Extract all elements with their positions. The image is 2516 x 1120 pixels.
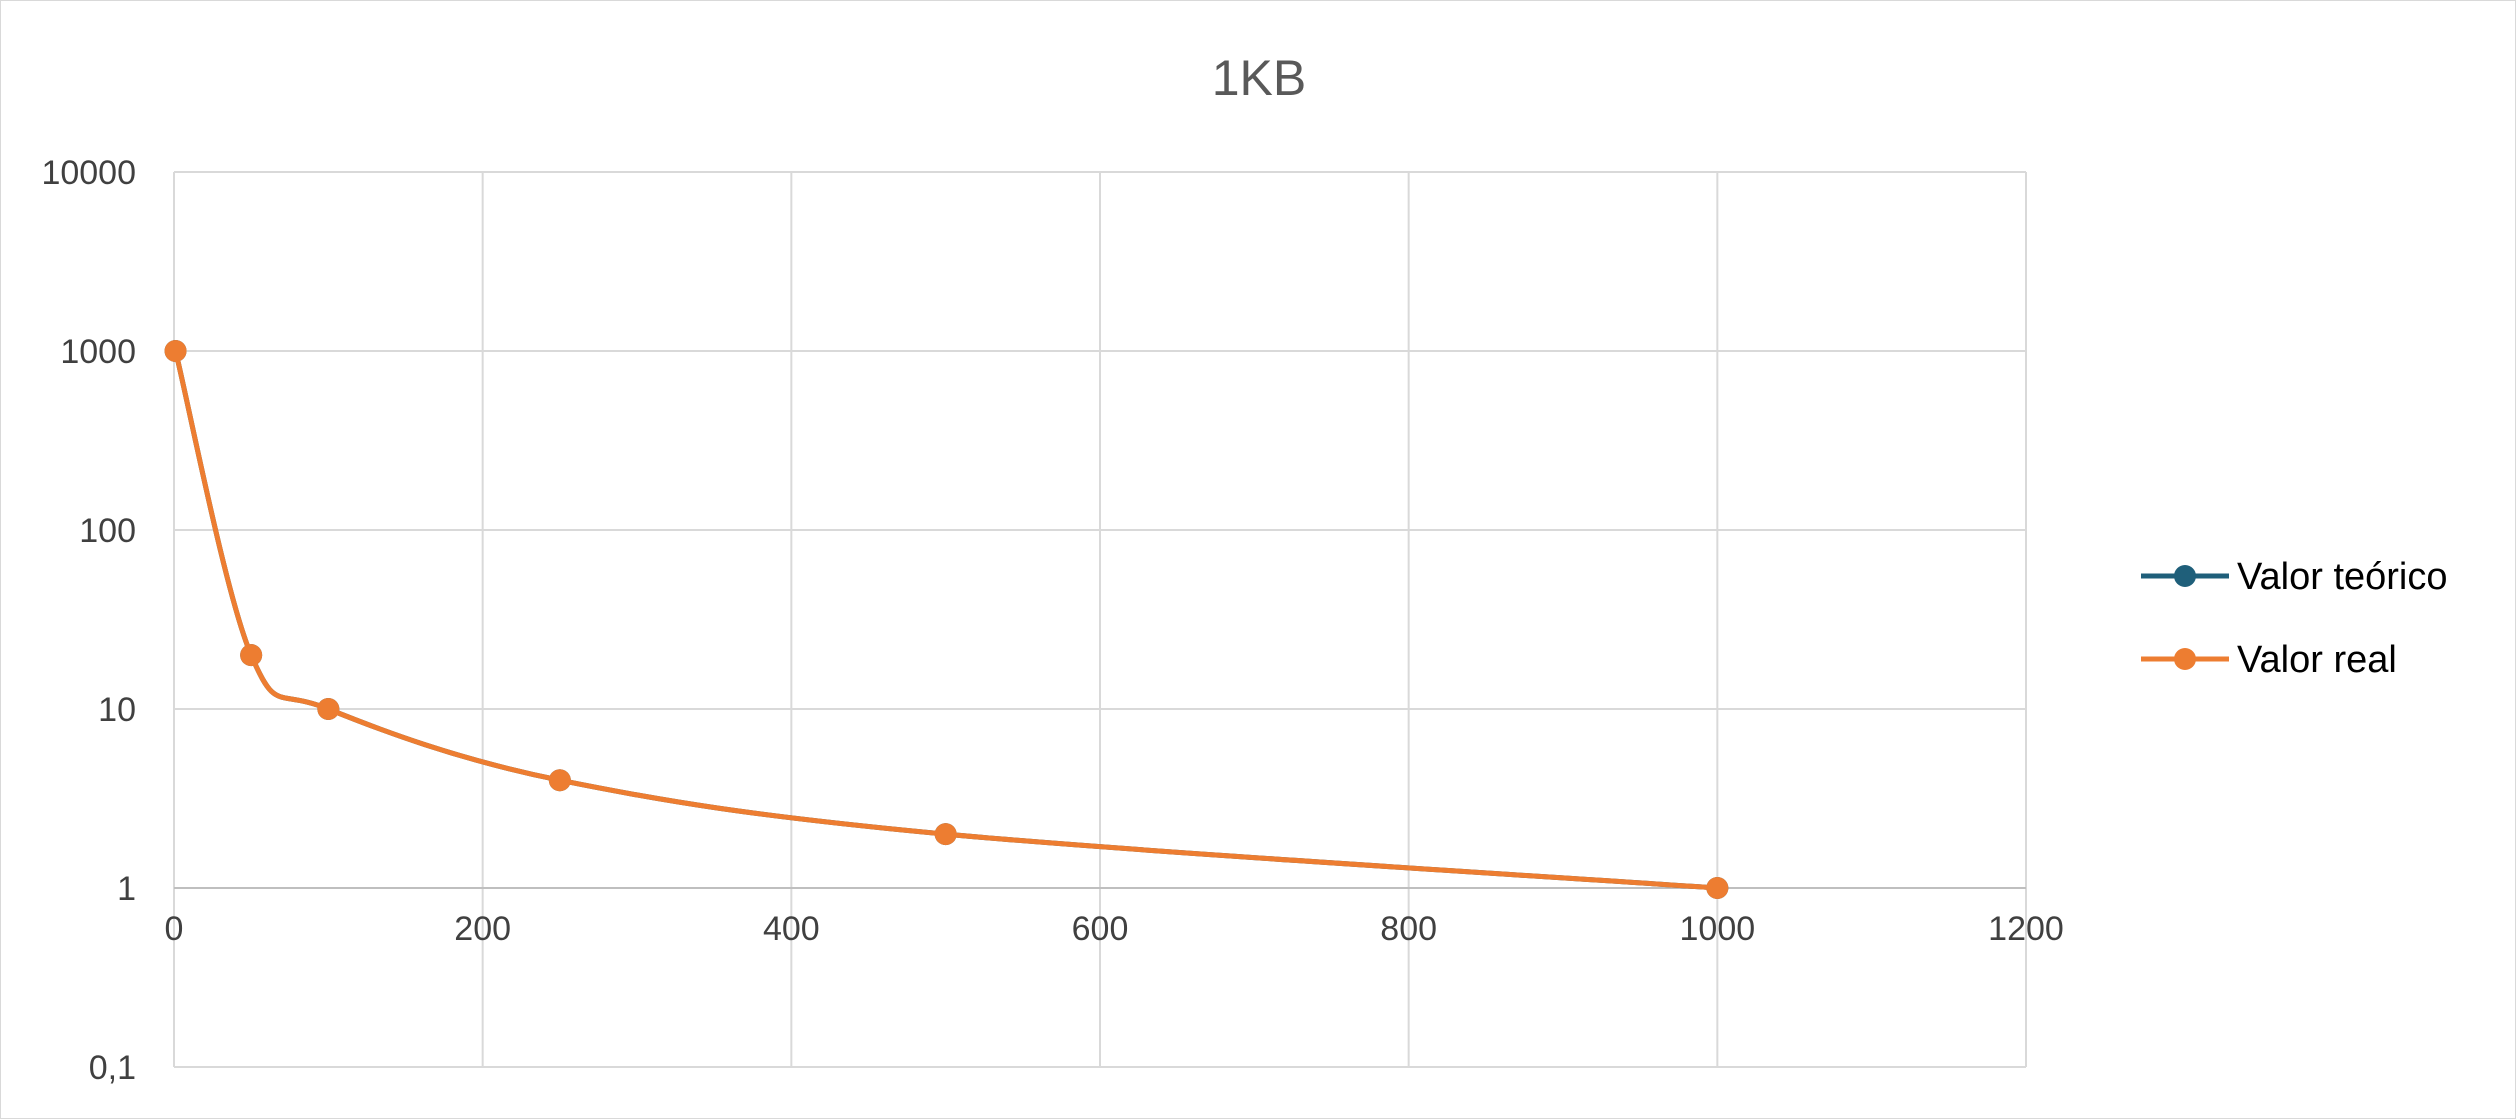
y-tick-label: 1000 — [60, 333, 136, 371]
y-tick-label: 1 — [117, 870, 136, 908]
y-axis-tick-labels: 0,1 1 10 100 1000 10000 — [41, 154, 136, 1087]
legend-item: Valor teórico — [2141, 556, 2448, 598]
legend-marker — [2174, 648, 2196, 670]
legend-marker — [2174, 565, 2196, 587]
grid — [173, 171, 2027, 1068]
data-point — [240, 644, 263, 667]
data-point — [548, 769, 571, 792]
legend-label: Valor real — [2237, 639, 2397, 681]
data-point — [164, 340, 187, 362]
y-tick-label: 10 — [98, 691, 136, 729]
x-tick-label: 200 — [454, 910, 511, 948]
x-axis-tick-labels: 0 200 400 600 800 1000 1200 — [165, 910, 2064, 948]
y-tick-label: 0,1 — [89, 1049, 136, 1087]
series-0 — [164, 340, 1729, 899]
x-tick-label: 800 — [1380, 910, 1437, 948]
series-line — [173, 348, 1720, 891]
x-tick-label: 0 — [165, 910, 184, 948]
legend-label: Valor teórico — [2237, 556, 2448, 598]
x-tick-label: 1200 — [1988, 910, 2064, 948]
x-tick-label: 1000 — [1680, 910, 1756, 948]
data-point — [934, 823, 957, 846]
series-1 — [164, 340, 1729, 899]
y-tick-label: 100 — [79, 512, 136, 550]
data-point — [317, 698, 340, 720]
series-line — [173, 348, 1720, 891]
x-tick-label: 400 — [763, 910, 820, 948]
chart-title: 1KB — [1212, 50, 1307, 106]
y-tick-label: 10000 — [41, 154, 136, 192]
data-point — [1706, 877, 1729, 899]
series — [164, 340, 1729, 899]
legend-item: Valor real — [2141, 639, 2397, 681]
legend: Valor teórico Valor real — [2141, 556, 2448, 681]
x-tick-label: 600 — [1072, 910, 1129, 948]
